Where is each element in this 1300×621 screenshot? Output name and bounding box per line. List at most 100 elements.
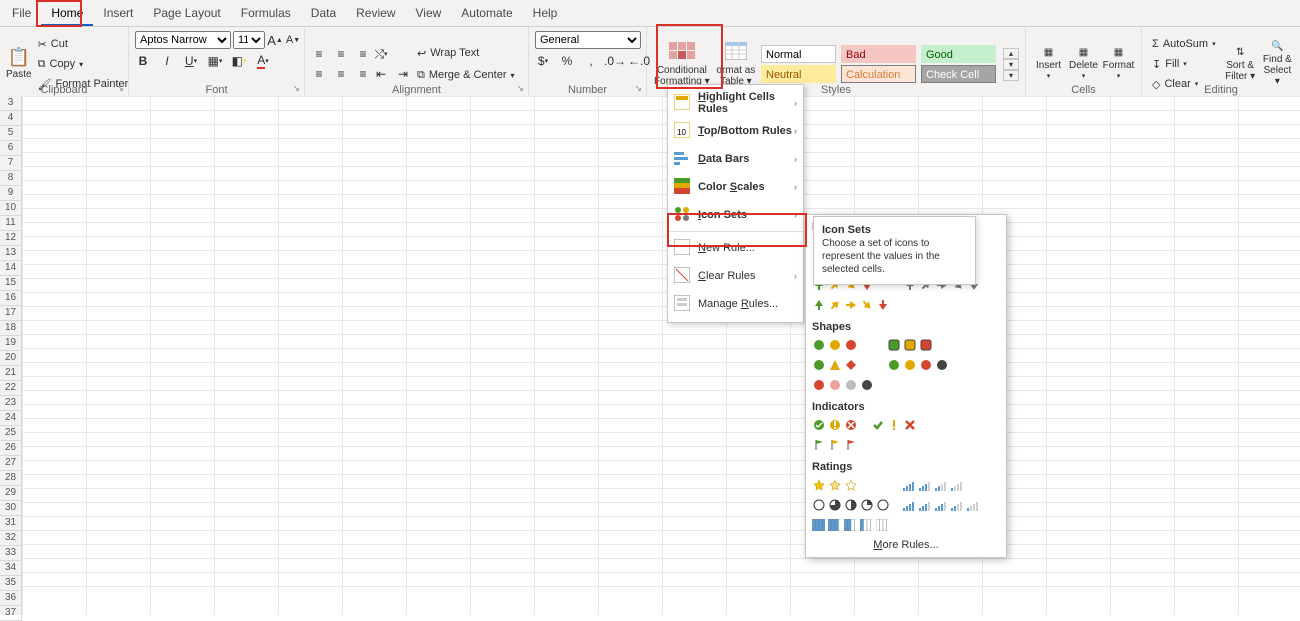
align-center-icon[interactable]: ≡ — [333, 66, 349, 82]
find-select-button[interactable]: 🔍 Find & Select ▾ — [1261, 37, 1294, 91]
delete-cells-button[interactable]: ▦ Delete ▾ — [1067, 37, 1100, 91]
worksheet[interactable]: 3456789101112131415161718192021222324252… — [0, 96, 1300, 615]
iconset-more-rules[interactable]: More Rules... — [812, 533, 1000, 553]
iconset-4-red-to-black[interactable] — [812, 377, 873, 393]
row-header[interactable]: 18 — [0, 321, 22, 336]
tab-data[interactable]: Data — [301, 0, 346, 26]
row-header[interactable]: 7 — [0, 156, 22, 171]
increase-decimal-icon[interactable]: .0→ — [607, 53, 623, 69]
italic-icon[interactable]: I — [159, 53, 175, 69]
row-header[interactable]: 30 — [0, 501, 22, 516]
alignment-dialog-launcher[interactable]: ↘ — [516, 83, 524, 94]
iconset-3-signs[interactable] — [812, 357, 873, 373]
row-header[interactable]: 13 — [0, 246, 22, 261]
cell-style-check-cell[interactable]: Check Cell — [921, 65, 996, 83]
row-header[interactable]: 26 — [0, 441, 22, 456]
cf-menu-color-scales[interactable]: Color Scales› — [668, 173, 803, 201]
cf-menu-new-rule-[interactable]: New Rule... — [668, 234, 803, 262]
row-header[interactable]: 16 — [0, 291, 22, 306]
sort-filter-button[interactable]: ⇅ Sort & Filter ▾ — [1224, 37, 1257, 91]
cf-menu-clear-rules[interactable]: Clear Rules› — [668, 262, 803, 290]
align-left-icon[interactable]: ≡ — [311, 66, 327, 82]
insert-cells-button[interactable]: ▦ Insert ▾ — [1032, 37, 1065, 91]
tab-page-layout[interactable]: Page Layout — [143, 0, 230, 26]
paste-button[interactable]: 📋 Paste — [6, 37, 32, 91]
cut-button[interactable]: ✂ Cut — [34, 35, 133, 53]
align-middle-icon[interactable]: ≡ — [333, 46, 349, 62]
cf-menu-manage-rules-[interactable]: Manage Rules... — [668, 290, 803, 318]
comma-icon[interactable]: , — [583, 53, 599, 69]
row-header[interactable]: 8 — [0, 171, 22, 186]
increase-font-icon[interactable]: A▲ — [267, 32, 283, 48]
border-icon[interactable]: ▦▾ — [207, 53, 223, 69]
row-header[interactable]: 15 — [0, 276, 22, 291]
row-header[interactable]: 12 — [0, 231, 22, 246]
align-bottom-icon[interactable]: ≡ — [355, 46, 371, 62]
percent-icon[interactable]: % — [559, 53, 575, 69]
align-right-icon[interactable]: ≡ — [355, 66, 371, 82]
format-as-table-button[interactable]: ormat as Table ▾ — [715, 37, 757, 91]
row-header[interactable]: 25 — [0, 426, 22, 441]
row-headers[interactable]: 3456789101112131415161718192021222324252… — [0, 96, 22, 615]
align-top-icon[interactable]: ≡ — [311, 46, 327, 62]
iconset-3-flags[interactable] — [812, 437, 857, 453]
iconset-3-traffic-lights-rimmed[interactable] — [887, 337, 948, 353]
row-header[interactable]: 31 — [0, 516, 22, 531]
orientation-icon[interactable]: ⤭▾ — [373, 46, 389, 62]
fill-color-icon[interactable]: ◧▾ — [231, 53, 247, 69]
fill-button[interactable]: ↧ Fill ▾ — [1148, 55, 1220, 73]
row-header[interactable]: 10 — [0, 201, 22, 216]
wrap-text-button[interactable]: ↩ Wrap Text — [413, 44, 519, 62]
row-header[interactable]: 35 — [0, 576, 22, 591]
row-header[interactable]: 29 — [0, 486, 22, 501]
row-header[interactable]: 34 — [0, 561, 22, 576]
copy-button[interactable]: ⧉ Copy ▾ — [34, 55, 133, 73]
row-header[interactable]: 6 — [0, 141, 22, 156]
format-cells-button[interactable]: ▦ Format ▾ — [1102, 37, 1135, 91]
autosum-button[interactable]: Σ AutoSum ▾ — [1148, 35, 1220, 53]
row-header[interactable]: 5 — [0, 126, 22, 141]
cell-style-neutral[interactable]: Neutral — [761, 65, 836, 83]
tab-home[interactable]: Home — [41, 0, 93, 26]
row-header[interactable]: 17 — [0, 306, 22, 321]
cell-style-calculation[interactable]: Calculation — [841, 65, 916, 83]
iconset-5-ratings[interactable] — [903, 497, 980, 513]
tab-formulas[interactable]: Formulas — [231, 0, 301, 26]
row-header[interactable]: 19 — [0, 336, 22, 351]
tab-insert[interactable]: Insert — [93, 0, 143, 26]
font-dialog-launcher[interactable]: ↘ — [292, 83, 300, 94]
row-header[interactable]: 14 — [0, 261, 22, 276]
row-header[interactable]: 4 — [0, 111, 22, 126]
cell-style-bad[interactable]: Bad — [841, 45, 916, 63]
number-format-select[interactable]: General — [535, 31, 641, 49]
currency-icon[interactable]: $▾ — [535, 53, 551, 69]
decrease-decimal-icon[interactable]: ←.0 — [631, 53, 647, 69]
row-header[interactable]: 24 — [0, 411, 22, 426]
row-header[interactable]: 21 — [0, 366, 22, 381]
cell-area[interactable] — [22, 96, 1300, 615]
underline-icon[interactable]: U ▾ — [183, 53, 199, 69]
font-color-icon[interactable]: A▾ — [255, 53, 271, 69]
cf-menu-top-bottom-rules[interactable]: 10Top/Bottom Rules› — [668, 117, 803, 145]
iconset-5-quarters[interactable] — [812, 497, 889, 513]
row-header[interactable]: 22 — [0, 381, 22, 396]
cell-style-good[interactable]: Good — [921, 45, 996, 63]
row-header[interactable]: 33 — [0, 546, 22, 561]
number-dialog-launcher[interactable]: ↘ — [634, 83, 642, 94]
merge-center-button[interactable]: ⧉ Merge & Center ▾ — [413, 66, 519, 84]
iconset-4-ratings[interactable] — [903, 477, 980, 493]
row-header[interactable]: 23 — [0, 396, 22, 411]
row-header[interactable]: 36 — [0, 591, 22, 606]
tab-view[interactable]: View — [406, 0, 452, 26]
font-name-select[interactable]: Aptos Narrow — [135, 31, 231, 49]
row-header[interactable]: 3 — [0, 96, 22, 111]
tab-help[interactable]: Help — [523, 0, 568, 26]
row-header[interactable]: 27 — [0, 456, 22, 471]
tab-automate[interactable]: Automate — [451, 0, 522, 26]
iconset-5-boxes[interactable] — [812, 517, 889, 533]
outdent-icon[interactable]: ⇤ — [373, 66, 389, 82]
tab-review[interactable]: Review — [346, 0, 405, 26]
iconset-3-traffic-lights[interactable] — [812, 337, 873, 353]
cf-menu-highlight-cells-rules[interactable]: Highlight Cells Rules› — [668, 89, 803, 117]
cf-menu-data-bars[interactable]: Data Bars› — [668, 145, 803, 173]
